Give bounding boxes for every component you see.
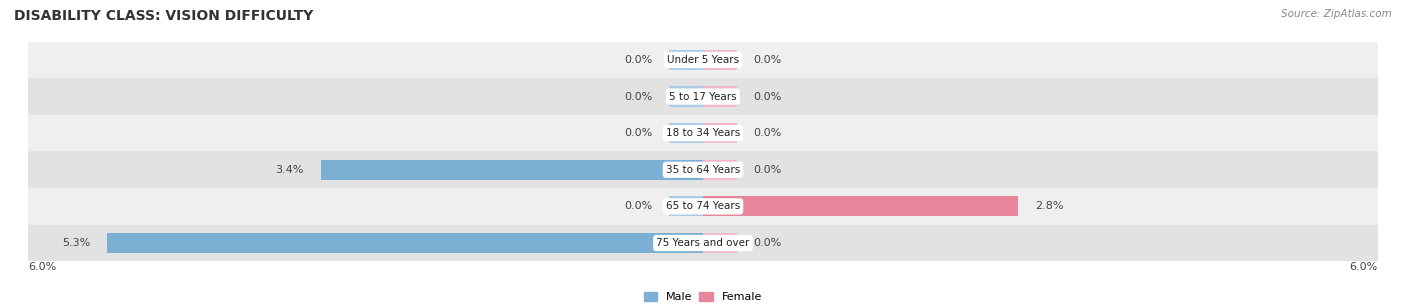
Text: 0.0%: 0.0% <box>624 201 652 211</box>
Text: 35 to 64 Years: 35 to 64 Years <box>666 165 740 175</box>
Bar <box>321 160 703 180</box>
Text: 5.3%: 5.3% <box>62 238 90 248</box>
Text: 0.0%: 0.0% <box>754 55 782 65</box>
Text: 0.0%: 0.0% <box>624 128 652 138</box>
Text: DISABILITY CLASS: VISION DIFFICULTY: DISABILITY CLASS: VISION DIFFICULTY <box>14 9 314 23</box>
Bar <box>703 87 737 106</box>
Text: 3.4%: 3.4% <box>276 165 304 175</box>
Bar <box>28 225 1378 261</box>
Text: 18 to 34 Years: 18 to 34 Years <box>666 128 740 138</box>
Bar <box>28 151 1378 188</box>
Text: 0.0%: 0.0% <box>754 128 782 138</box>
Text: 6.0%: 6.0% <box>1350 262 1378 272</box>
Text: Under 5 Years: Under 5 Years <box>666 55 740 65</box>
Bar <box>28 42 1378 78</box>
Text: 0.0%: 0.0% <box>754 91 782 102</box>
Text: 0.0%: 0.0% <box>754 238 782 248</box>
Bar <box>669 123 703 143</box>
Bar <box>669 87 703 106</box>
Bar <box>703 123 737 143</box>
Bar <box>28 188 1378 225</box>
Bar <box>703 233 737 253</box>
Text: 2.8%: 2.8% <box>1035 201 1063 211</box>
Text: Source: ZipAtlas.com: Source: ZipAtlas.com <box>1281 9 1392 19</box>
Bar <box>703 50 737 70</box>
Bar <box>669 50 703 70</box>
Legend: Male, Female: Male, Female <box>640 287 766 306</box>
Text: 0.0%: 0.0% <box>754 165 782 175</box>
Bar <box>669 196 703 216</box>
Text: 0.0%: 0.0% <box>624 55 652 65</box>
Bar <box>703 160 737 180</box>
Text: 6.0%: 6.0% <box>28 262 56 272</box>
Bar <box>703 196 1018 216</box>
Bar <box>107 233 703 253</box>
Text: 5 to 17 Years: 5 to 17 Years <box>669 91 737 102</box>
Bar <box>28 78 1378 115</box>
Text: 75 Years and over: 75 Years and over <box>657 238 749 248</box>
Text: 65 to 74 Years: 65 to 74 Years <box>666 201 740 211</box>
Bar <box>28 115 1378 151</box>
Text: 0.0%: 0.0% <box>624 91 652 102</box>
